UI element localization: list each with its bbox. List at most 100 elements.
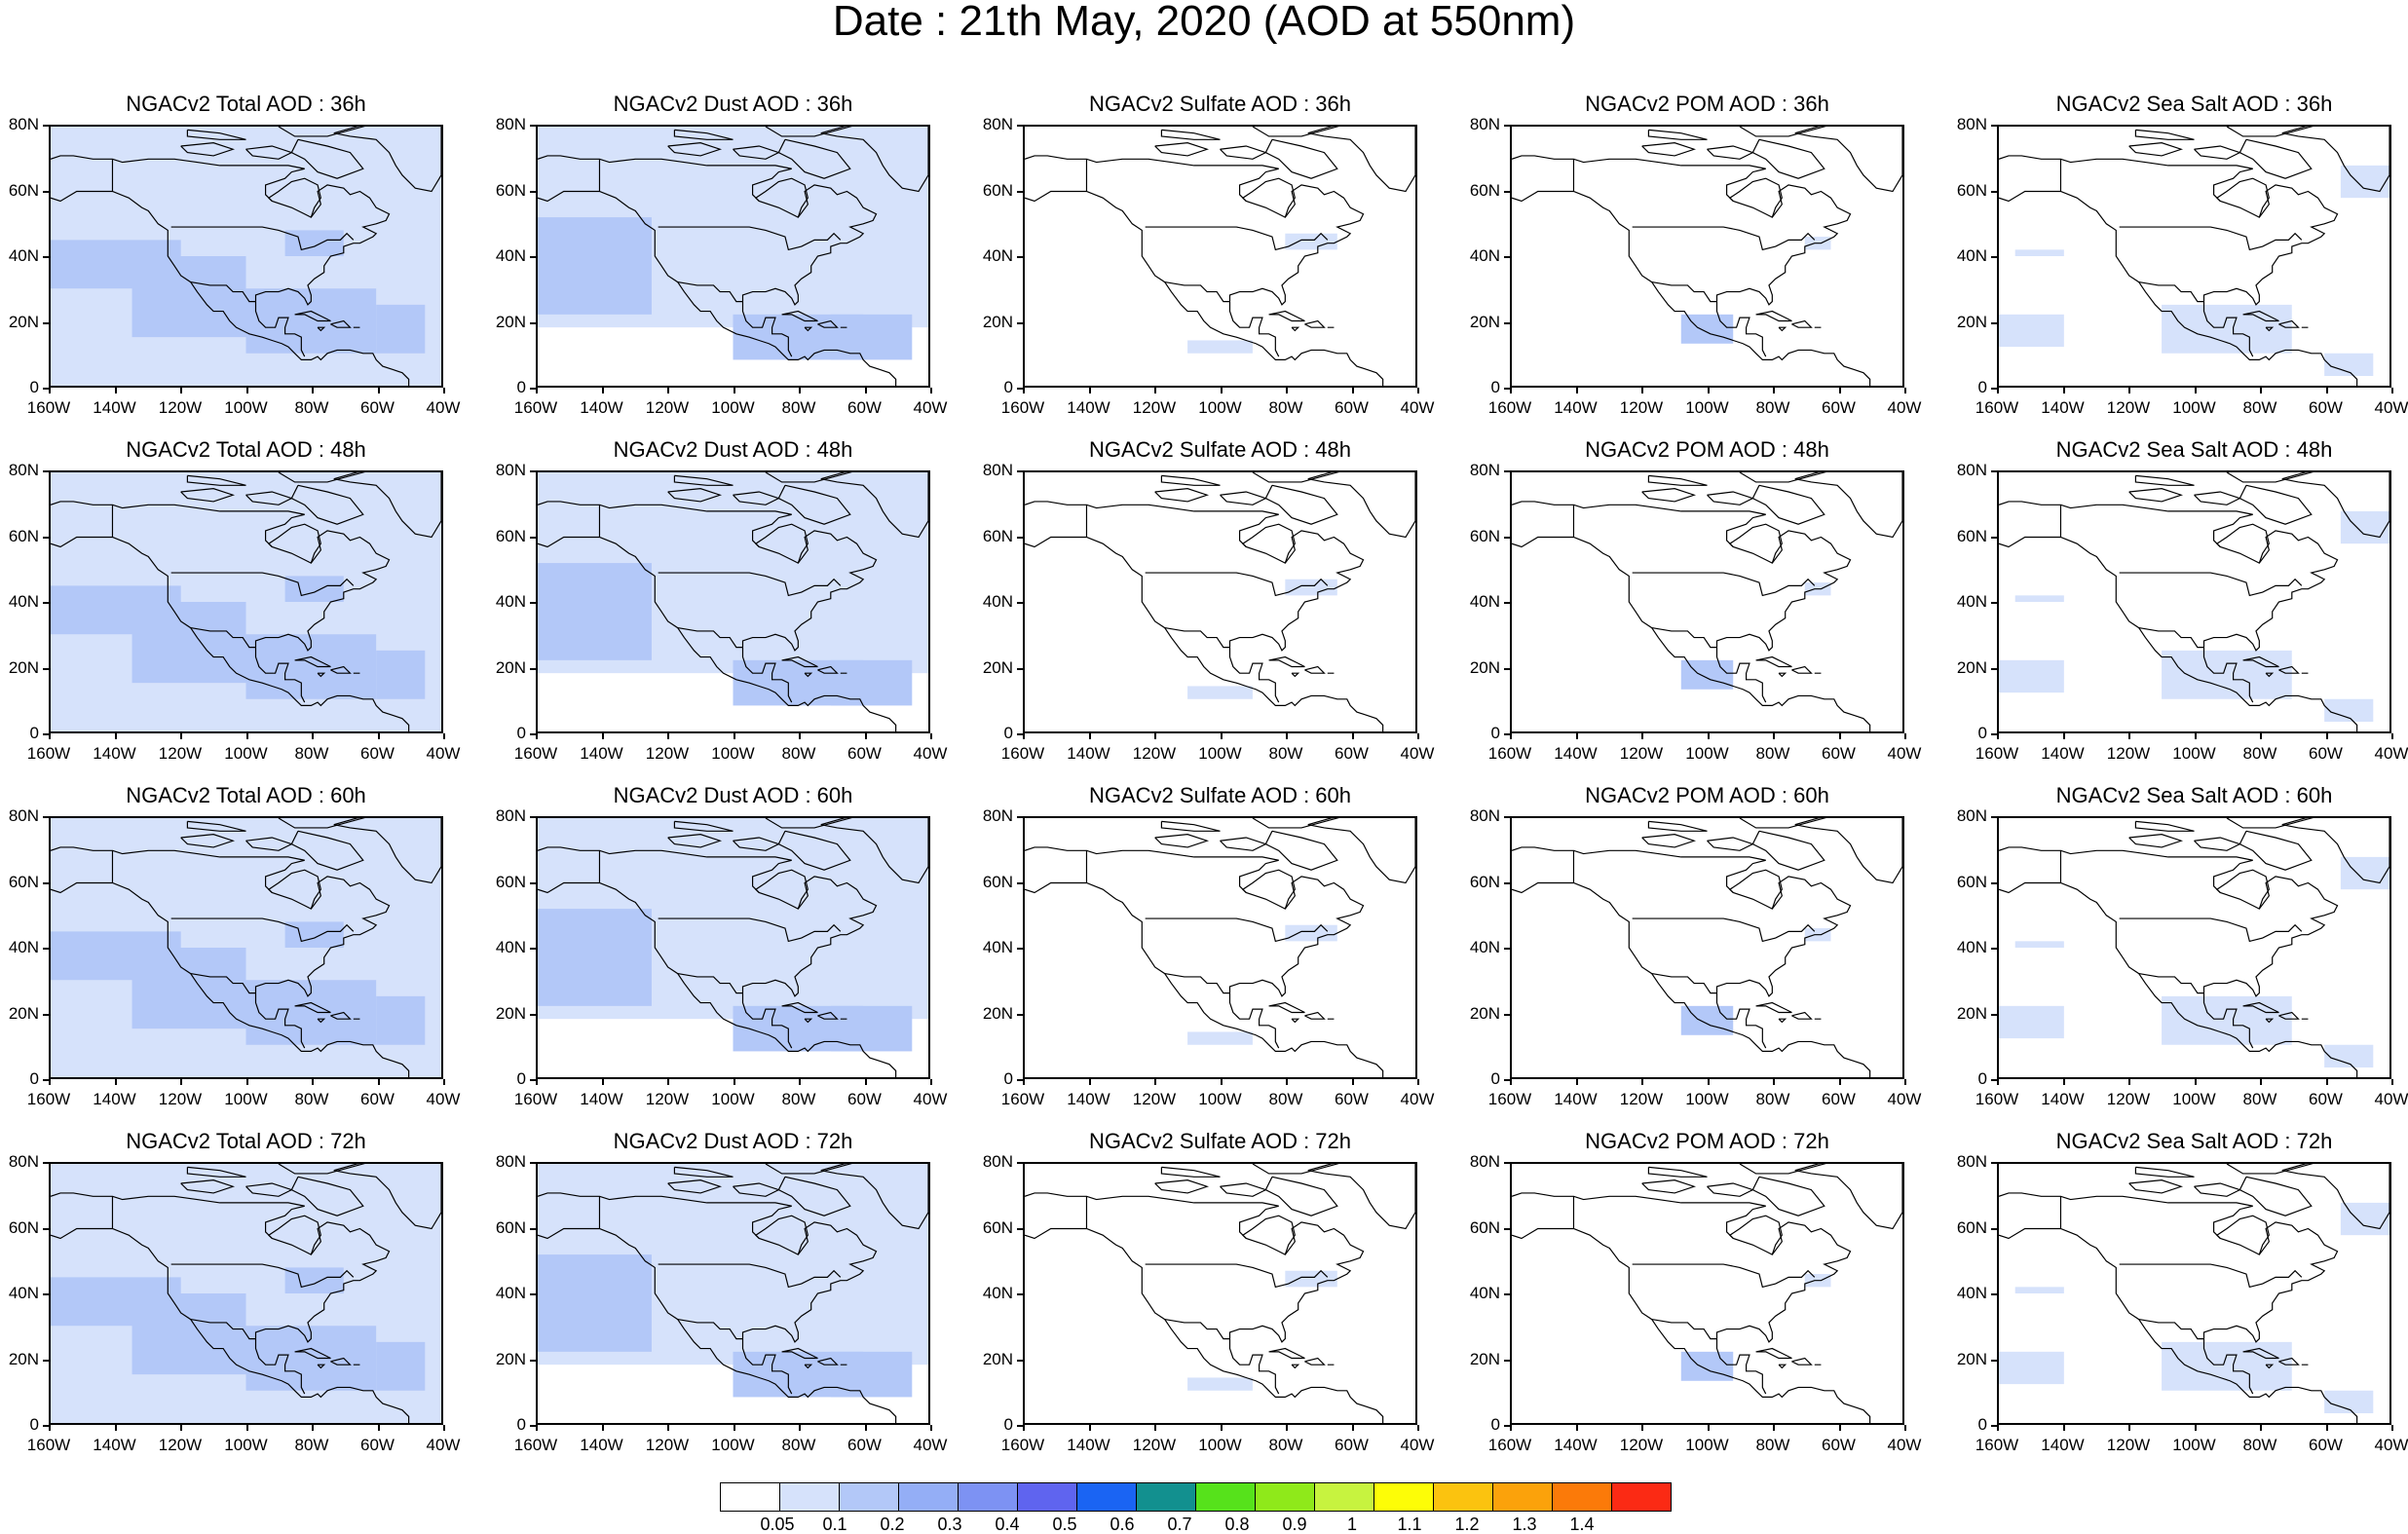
latitude-label: 80N [1469, 806, 1500, 825]
axis-tick [43, 1079, 49, 1081]
coastline [1999, 1192, 2339, 1343]
panel-title: NGACv2 POM AOD : 60h [1585, 783, 1829, 807]
panel-title: NGACv2 Sea Salt AOD : 72h [2055, 1129, 2333, 1153]
aod-shading [538, 563, 652, 660]
coastline [1154, 488, 1210, 503]
longitude-label: 60W [360, 398, 395, 417]
coastline [2265, 1364, 2275, 1369]
axis-tick [49, 1425, 51, 1431]
axis-tick [1504, 1425, 1510, 1427]
longitude-label: 120W [158, 744, 203, 763]
axis-tick [2391, 733, 2393, 739]
coastline [1794, 472, 1902, 539]
aod-shading [284, 1267, 344, 1293]
axis-tick [1991, 1013, 1997, 1016]
aod-shading [1999, 1005, 2064, 1039]
coastline [677, 1319, 743, 1340]
longitude-label: 120W [1619, 744, 1664, 763]
coastline [1241, 1215, 1296, 1255]
axis-tick [530, 256, 536, 258]
longitude-label: 100W [224, 1436, 268, 1454]
longitude-label: 60W [360, 744, 395, 763]
coastline [673, 474, 734, 486]
axis-tick [1417, 733, 1419, 739]
colorbar-label: 0.8 [1224, 1515, 1250, 1534]
longitude-label: 40W [1887, 398, 1922, 417]
longitude-label: 80W [294, 1436, 329, 1454]
coastline [1512, 155, 1852, 306]
latitude-label: 20N [1469, 1349, 1500, 1368]
colorbar-label: 0.2 [880, 1515, 905, 1534]
longitude-label: 60W [1822, 1090, 1856, 1108]
aod-shading [830, 1005, 913, 1052]
coastline [817, 1357, 839, 1366]
coastline [754, 523, 809, 564]
coastline [777, 830, 851, 871]
coastline [2194, 1182, 2241, 1197]
coastline [1291, 672, 1300, 678]
coastline [2215, 177, 2270, 218]
coastline [2138, 627, 2204, 649]
longitude-label: 120W [1132, 744, 1177, 763]
axis-tick [1504, 470, 1510, 472]
coastline [1154, 1179, 1210, 1194]
coastline [1794, 818, 1902, 884]
coastline [1307, 818, 1415, 884]
coastline [1025, 1192, 1365, 1343]
coastline [1632, 1263, 1816, 1289]
axis-tick [1220, 1425, 1223, 1431]
aod-shading [830, 314, 913, 360]
coastline [245, 491, 293, 505]
axis-tick [443, 388, 445, 393]
axis-tick [245, 388, 248, 393]
aod-shading [1187, 686, 1253, 699]
axis-tick [1904, 1425, 1906, 1431]
axis-tick [2128, 1079, 2130, 1085]
coastline [1025, 881, 1384, 1077]
axis-tick [733, 388, 735, 393]
axis-tick [2325, 1425, 2328, 1431]
latitude-label: 40N [8, 1284, 39, 1302]
longitude-label: 160W [513, 398, 558, 417]
axis-tick [530, 1013, 536, 1016]
map-panel [49, 470, 443, 733]
coastline [1307, 127, 1415, 193]
coastline [1025, 536, 1384, 731]
longitude-label: 160W [513, 744, 558, 763]
axis-tick [1154, 733, 1156, 739]
longitude-label: 120W [645, 1090, 690, 1108]
coastline [1025, 1227, 1384, 1423]
axis-tick [864, 1079, 867, 1085]
longitude-label: 160W [1975, 1090, 2019, 1108]
longitude-label: 80W [294, 398, 329, 417]
coastline [2281, 472, 2389, 539]
coastline [2239, 138, 2313, 179]
map-canvas [1025, 127, 1415, 386]
latitude-label: 20N [8, 312, 39, 331]
axis-tick [1017, 667, 1023, 670]
longitude-label: 40W [1887, 1436, 1922, 1454]
axis-tick [530, 667, 536, 670]
latitude-label: 40N [495, 592, 526, 611]
longitude-label: 60W [1335, 744, 1369, 763]
coastline [1755, 310, 1792, 322]
latitude-label: 80N [1956, 806, 1987, 825]
axis-tick [43, 321, 49, 324]
latitude-label: 80N [982, 1152, 1013, 1171]
coastline [1778, 326, 1787, 332]
longitude-label: 60W [1335, 1090, 1369, 1108]
panel-title: NGACv2 Total AOD : 36h [126, 92, 366, 116]
coastline [1228, 647, 1280, 703]
coastline [1647, 474, 1708, 486]
longitude-label: 120W [1132, 1090, 1177, 1108]
coastline [278, 472, 365, 483]
longitude-label: 80W [294, 744, 329, 763]
coastline [317, 1364, 326, 1369]
longitude-label: 80W [781, 398, 816, 417]
coastline [2226, 127, 2314, 137]
axis-tick [530, 1079, 536, 1081]
axis-tick [1997, 388, 1999, 393]
panel-title: NGACv2 POM AOD : 48h [1585, 437, 1829, 462]
coastline [765, 127, 852, 137]
axis-tick [1154, 388, 1156, 393]
